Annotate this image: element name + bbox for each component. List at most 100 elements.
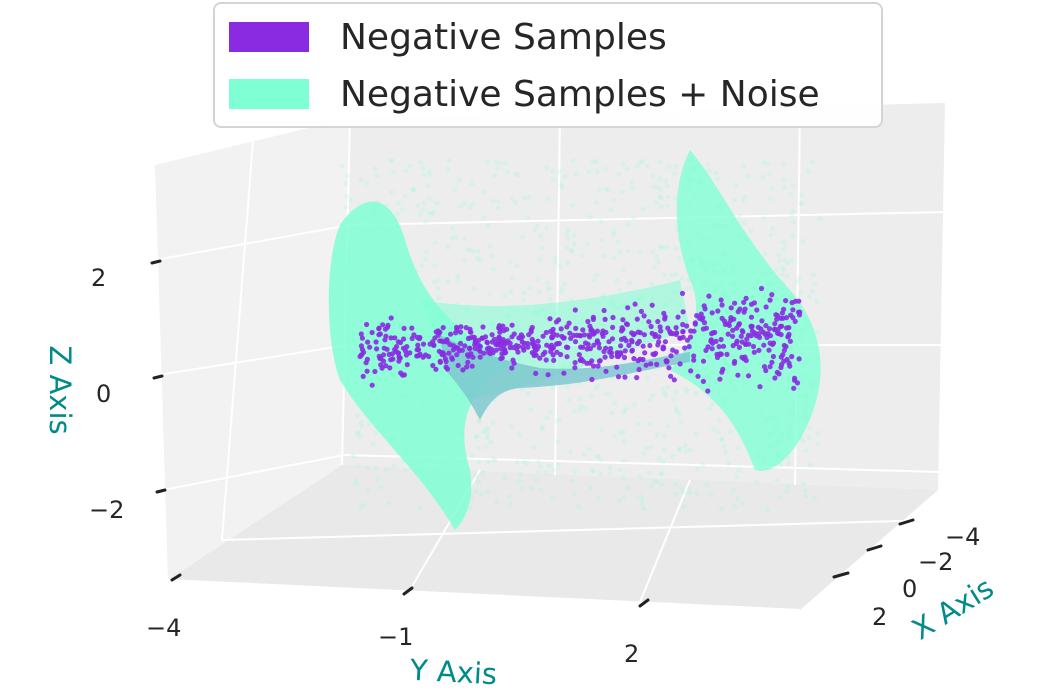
negative-sample-point bbox=[763, 323, 769, 329]
noise-point bbox=[659, 204, 664, 210]
noise-point bbox=[727, 429, 733, 435]
y-tick-label: −4 bbox=[146, 614, 181, 642]
noise-point bbox=[524, 460, 530, 466]
negative-sample-point bbox=[796, 356, 802, 362]
noise-point bbox=[678, 485, 684, 491]
negative-sample-point bbox=[786, 331, 792, 337]
negative-sample-point bbox=[772, 327, 778, 333]
negative-sample-point bbox=[680, 329, 686, 335]
negative-sample-point bbox=[373, 339, 379, 345]
noise-point bbox=[365, 465, 371, 471]
negative-sample-point bbox=[776, 330, 782, 337]
noise-point bbox=[569, 247, 575, 253]
noise-point bbox=[683, 286, 689, 292]
negative-sample-point bbox=[586, 332, 592, 338]
negative-sample-point bbox=[548, 328, 554, 334]
noise-point bbox=[462, 200, 468, 206]
noise-point bbox=[621, 458, 627, 464]
noise-point bbox=[535, 469, 541, 475]
noise-point bbox=[594, 453, 600, 459]
negative-sample-point bbox=[590, 329, 596, 335]
negative-sample-point bbox=[545, 372, 551, 378]
negative-sample-point bbox=[464, 364, 470, 370]
negative-sample-point bbox=[359, 335, 365, 341]
negative-sample-point bbox=[625, 305, 631, 311]
noise-point bbox=[354, 431, 360, 437]
noise-point bbox=[483, 444, 489, 450]
noise-point bbox=[790, 233, 796, 239]
negative-sample-point bbox=[404, 362, 410, 368]
noise-point bbox=[659, 482, 665, 488]
noise-point bbox=[679, 276, 685, 282]
negative-sample-point bbox=[694, 313, 700, 319]
noise-point bbox=[761, 160, 767, 166]
negative-sample-point bbox=[543, 329, 549, 336]
negative-sample-point bbox=[396, 354, 402, 360]
noise-point bbox=[434, 200, 440, 206]
noise-point bbox=[578, 404, 584, 409]
noise-point bbox=[390, 170, 396, 176]
noise-point bbox=[681, 490, 687, 496]
noise-point bbox=[683, 386, 689, 392]
noise-point bbox=[713, 170, 719, 176]
noise-point bbox=[435, 278, 441, 284]
noise-point bbox=[687, 447, 693, 453]
noise-point bbox=[431, 279, 437, 285]
noise-point bbox=[617, 430, 623, 435]
noise-point bbox=[815, 430, 821, 436]
negative-sample-point bbox=[430, 339, 436, 345]
z-tick-label: −2 bbox=[89, 496, 124, 524]
noise-point bbox=[450, 226, 456, 232]
noise-point bbox=[626, 280, 632, 286]
noise-point bbox=[674, 408, 680, 414]
noise-point bbox=[425, 183, 431, 189]
negative-sample-point bbox=[781, 347, 788, 353]
noise-point bbox=[722, 449, 728, 455]
noise-point bbox=[603, 391, 609, 397]
negative-sample-point bbox=[658, 328, 664, 334]
noise-point bbox=[649, 281, 655, 287]
y-axis-label: Y Axis bbox=[408, 653, 498, 692]
noise-point bbox=[589, 393, 595, 399]
noise-hull-left-cone bbox=[328, 201, 510, 530]
negative-sample-point bbox=[516, 343, 522, 349]
noise-point bbox=[640, 206, 646, 212]
noise-point bbox=[503, 160, 508, 166]
noise-point bbox=[569, 478, 575, 484]
negative-sample-point bbox=[600, 333, 606, 339]
negative-sample-point bbox=[459, 347, 465, 353]
negative-sample-point bbox=[739, 328, 745, 334]
negative-sample-point bbox=[735, 309, 741, 315]
noise-point bbox=[572, 468, 578, 474]
noise-point bbox=[762, 252, 768, 257]
noise-point bbox=[357, 433, 363, 439]
negative-sample-point bbox=[367, 344, 373, 350]
noise-point bbox=[374, 476, 380, 482]
noise-point bbox=[732, 197, 738, 203]
noise-point bbox=[630, 186, 636, 192]
floor-pane bbox=[168, 465, 938, 610]
noise-point bbox=[488, 439, 494, 445]
noise-point bbox=[532, 227, 538, 233]
noise-point bbox=[490, 198, 496, 204]
negative-sample-point bbox=[476, 347, 482, 353]
noise-point bbox=[431, 209, 437, 215]
noise-point bbox=[485, 489, 491, 495]
noise-point bbox=[508, 289, 514, 295]
noise-point bbox=[688, 285, 694, 291]
negative-sample-point bbox=[755, 324, 761, 330]
noise-point bbox=[432, 240, 438, 246]
noise-point bbox=[612, 400, 618, 406]
negative-sample-point bbox=[566, 320, 572, 326]
noise-point bbox=[803, 448, 809, 453]
noise-point bbox=[509, 275, 515, 281]
negative-sample-point bbox=[520, 344, 526, 350]
noise-point bbox=[464, 247, 470, 253]
legend-swatch-noise bbox=[229, 79, 309, 109]
noise-point bbox=[587, 485, 593, 491]
noise-point bbox=[617, 249, 623, 255]
negative-sample-point bbox=[662, 339, 669, 345]
noise-point bbox=[658, 186, 664, 192]
noise-point bbox=[475, 445, 481, 451]
